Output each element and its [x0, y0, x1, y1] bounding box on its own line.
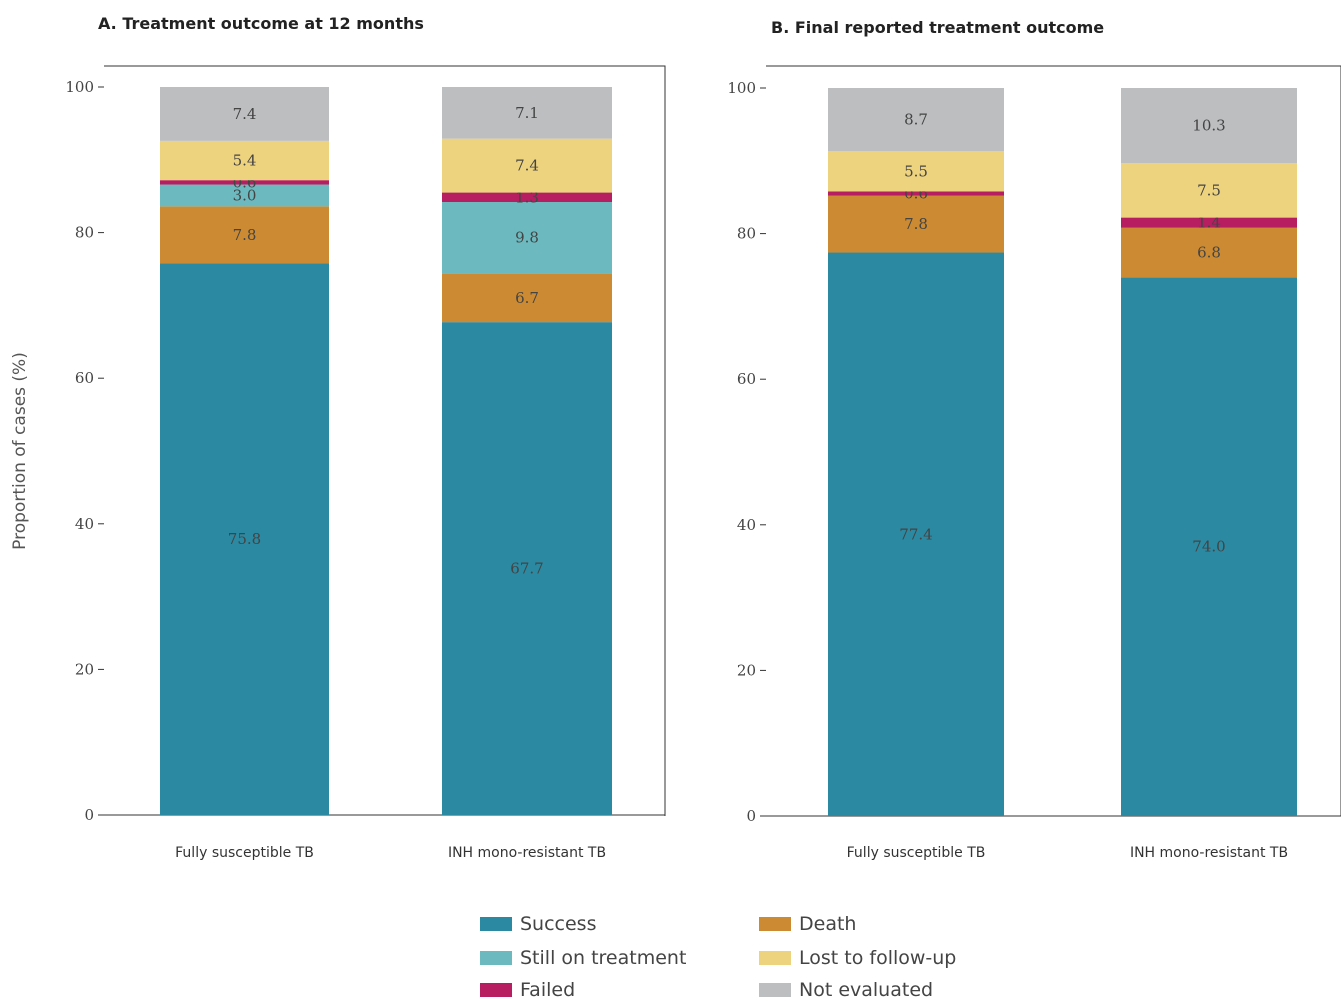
legend-item-success: Success: [480, 913, 596, 935]
panel-b-y-tick-label-60: 60: [737, 370, 756, 388]
panel-b-bar-inh-mono-resistant-tb-failed: [1121, 217, 1297, 228]
panel-a-x-label-inh-mono-resistant-tb: INH mono-resistant TB: [448, 845, 606, 861]
panel-a-label-inh-mono-resistant-tb-failed: 1.3: [515, 188, 539, 206]
legend-swatch-success: [480, 917, 512, 931]
panel-b-bar-inh-mono-resistant-tb-not-evaluated: [1121, 88, 1297, 163]
panel-a-title: A. Treatment outcome at 12 months: [98, 14, 424, 33]
panel-a-label-inh-mono-resistant-tb-success: 67.7: [510, 560, 543, 578]
legend-label-not-evaluated: Not evaluated: [799, 979, 934, 1001]
legend-item-death: Death: [759, 913, 856, 935]
panel-a-y-tick-label-60: 60: [75, 369, 94, 387]
panel-b-label-inh-mono-resistant-tb-success: 74.0: [1192, 538, 1225, 556]
panel-b-bar-inh-mono-resistant-tb-success: [1121, 277, 1297, 816]
panel-a-bar-inh-mono-resistant-tb-success: [442, 322, 612, 815]
legend-swatch-still-on-treatment: [480, 951, 512, 965]
panel-b-y-tick-label-80: 80: [737, 225, 756, 243]
legend-item-not-evaluated: Not evaluated: [759, 979, 933, 1001]
panel-b-bar-fully-susceptible-tb-success: [828, 252, 1004, 816]
panel-b-x-label-inh-mono-resistant-tb: INH mono-resistant TB: [1130, 845, 1288, 861]
panel-a-bar-fully-susceptible-tb-lost-to-follow-up: [160, 140, 329, 181]
panel-b-y-tick-label-100: 100: [727, 79, 756, 97]
panel-a-label-inh-mono-resistant-tb-lost-to-follow-up: 7.4: [515, 157, 539, 175]
panel-a-label-fully-susceptible-tb-still-on-treatment: 3.0: [233, 186, 257, 204]
panel-b-y-tick-label-0: 0: [746, 807, 756, 825]
legend-label-death: Death: [799, 913, 857, 935]
panel-b-bar-fully-susceptible-tb-death: [828, 195, 1004, 253]
panel-a-bar-fully-susceptible-tb-not-evaluated: [160, 87, 329, 141]
legend-item-still-on-treatment: Still on treatment: [480, 947, 686, 969]
legend-item-lost-to-follow-up: Lost to follow-up: [759, 947, 956, 969]
panel-a-bar-fully-susceptible-tb-death: [160, 206, 329, 264]
panel-a-y-tick-label-80: 80: [75, 224, 94, 242]
panel-b-label-inh-mono-resistant-tb-death: 6.8: [1197, 244, 1221, 262]
panel-b-bar-fully-susceptible-tb-not-evaluated: [828, 88, 1004, 152]
panel-a-bar-fully-susceptible-tb-still-on-treatment: [160, 184, 329, 207]
legend-swatch-not-evaluated: [759, 983, 791, 997]
panel-b-bar-fully-susceptible-tb-failed: [828, 191, 1004, 196]
legend-swatch-death: [759, 917, 791, 931]
legend-swatch-lost-to-follow-up: [759, 951, 791, 965]
panel-a-label-inh-mono-resistant-tb-death: 6.7: [515, 289, 539, 307]
panel-b-label-inh-mono-resistant-tb-lost-to-follow-up: 7.5: [1197, 181, 1221, 199]
panel-a-bar-inh-mono-resistant-tb-lost-to-follow-up: [442, 138, 612, 193]
panel-a-label-inh-mono-resistant-tb-not-evaluated: 7.1: [515, 104, 539, 122]
panel-b-x-label-fully-susceptible-tb: Fully susceptible TB: [847, 845, 986, 861]
panel-a-y-tick-label-40: 40: [75, 515, 94, 533]
panel-a-label-fully-susceptible-tb-success: 75.8: [228, 530, 261, 548]
panel-b-label-fully-susceptible-tb-not-evaluated: 8.7: [904, 111, 928, 129]
panel-a-bar-fully-susceptible-tb-failed: [160, 180, 329, 185]
panel-b-y-tick-label-40: 40: [737, 516, 756, 534]
panel-b-y-tick-label-20: 20: [737, 661, 756, 679]
panel-b-label-fully-susceptible-tb-lost-to-follow-up: 5.5: [904, 162, 928, 180]
panel-a-bar-inh-mono-resistant-tb-failed: [442, 192, 612, 203]
panel-a-label-inh-mono-resistant-tb-still-on-treatment: 9.8: [515, 229, 539, 247]
panel-a-label-fully-susceptible-tb-lost-to-follow-up: 5.4: [233, 152, 257, 170]
panel-a-plot-frame: [104, 65, 666, 816]
panel-a-bar-inh-mono-resistant-tb-death: [442, 273, 612, 323]
legend-swatch-failed: [480, 983, 512, 997]
panel-b-label-fully-susceptible-tb-death: 7.8: [904, 215, 928, 233]
panel-a-y-tick-label-100: 100: [65, 78, 94, 96]
legend-item-failed: Failed: [480, 979, 575, 1001]
panel-b-bar-inh-mono-resistant-tb-death: [1121, 227, 1297, 278]
panel-b-plot-frame: [766, 65, 1341, 816]
panel-a-y-tick-label-0: 0: [84, 806, 94, 824]
panel-b-bar-inh-mono-resistant-tb-lost-to-follow-up: [1121, 162, 1297, 218]
panel-a-bar-inh-mono-resistant-tb-not-evaluated: [442, 87, 612, 139]
panel-a-label-fully-susceptible-tb-death: 7.8: [233, 226, 257, 244]
panel-b-bar-fully-susceptible-tb-lost-to-follow-up: [828, 151, 1004, 192]
panel-a-bar-inh-mono-resistant-tb-still-on-treatment: [442, 202, 612, 274]
panel-a-y-tick-label-20: 20: [75, 660, 94, 678]
panel-b-label-fully-susceptible-tb-success: 77.4: [899, 525, 932, 543]
legend-label-success: Success: [520, 913, 597, 935]
legend-label-still-on-treatment: Still on treatment: [520, 947, 687, 969]
panel-b-title: B. Final reported treatment outcome: [771, 18, 1105, 37]
panel-a-x-label-fully-susceptible-tb: Fully susceptible TB: [175, 845, 314, 861]
legend-label-lost-to-follow-up: Lost to follow-up: [799, 947, 957, 969]
panel-b-label-inh-mono-resistant-tb-not-evaluated: 10.3: [1192, 116, 1225, 134]
panel-a-label-fully-susceptible-tb-not-evaluated: 7.4: [233, 105, 257, 123]
panel-b-label-inh-mono-resistant-tb-failed: 1.4: [1197, 214, 1221, 232]
panel-a-bar-fully-susceptible-tb-success: [160, 263, 329, 815]
legend-label-failed: Failed: [520, 979, 576, 1001]
